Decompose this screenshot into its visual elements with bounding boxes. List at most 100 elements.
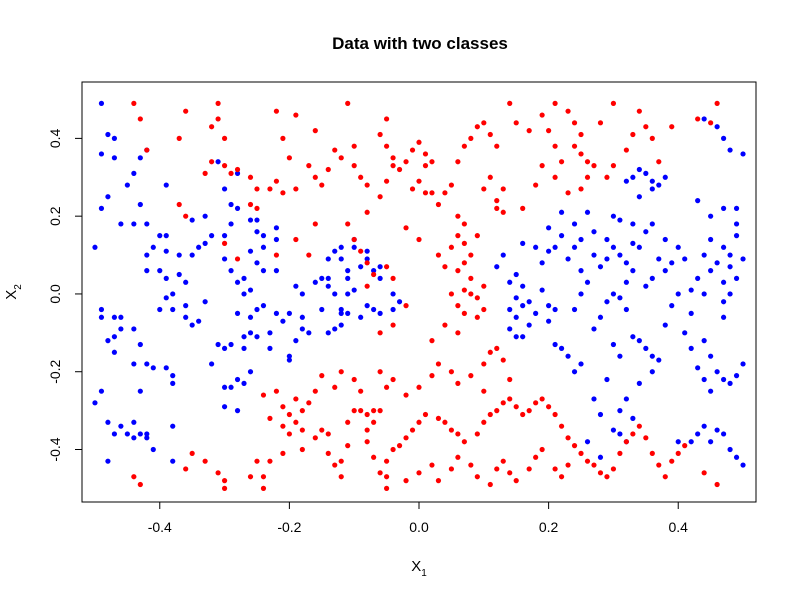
data-point [332, 384, 338, 390]
data-point [546, 303, 552, 309]
data-point [546, 225, 552, 231]
data-point [695, 431, 701, 437]
data-point [461, 287, 467, 293]
data-point [260, 392, 267, 398]
data-point [221, 163, 228, 169]
data-point [695, 116, 701, 122]
data-point [422, 151, 429, 157]
data-point [455, 431, 461, 437]
data-point [131, 326, 137, 332]
data-point [604, 256, 610, 262]
data-point [617, 295, 623, 301]
data-point [383, 458, 390, 464]
data-point [163, 182, 169, 188]
data-point [157, 233, 163, 239]
data-point [565, 462, 571, 468]
data-point [468, 252, 474, 258]
data-point [578, 450, 584, 456]
data-point [701, 252, 707, 258]
data-point [740, 361, 746, 367]
data-point [733, 233, 740, 239]
data-point [390, 376, 396, 383]
data-point [247, 287, 254, 293]
data-point [669, 124, 675, 130]
data-point [319, 306, 325, 313]
data-point [656, 256, 662, 262]
data-point [267, 345, 273, 351]
data-point [221, 485, 228, 491]
data-point [267, 330, 273, 336]
data-point [351, 244, 357, 250]
data-point [636, 108, 642, 114]
data-point [351, 287, 357, 293]
data-point [636, 338, 642, 344]
data-point [345, 291, 351, 297]
data-point [720, 299, 727, 305]
data-point [118, 221, 124, 227]
data-point [708, 439, 714, 445]
data-point [163, 248, 169, 254]
data-point [656, 357, 662, 363]
data-point [435, 201, 442, 208]
data-point [364, 182, 370, 188]
data-point [273, 236, 280, 243]
data-point [682, 443, 688, 449]
data-point [396, 299, 403, 305]
data-point [280, 190, 286, 196]
data-point [137, 155, 143, 161]
data-point [170, 423, 176, 429]
data-point [474, 233, 480, 239]
data-point [118, 423, 124, 429]
data-point [390, 322, 396, 328]
data-point [118, 314, 124, 320]
data-point [520, 240, 526, 246]
data-point [584, 439, 591, 445]
data-point [591, 252, 597, 258]
data-point [215, 341, 221, 348]
data-point [526, 408, 532, 414]
data-point [494, 198, 500, 204]
data-point [273, 388, 280, 394]
data-point [630, 240, 636, 246]
data-point [247, 248, 254, 254]
data-point [215, 470, 221, 476]
data-point [111, 431, 118, 437]
data-point [209, 124, 215, 130]
data-point [584, 174, 591, 180]
data-point [312, 128, 318, 134]
data-point [520, 411, 526, 418]
y-axis-label: X2 [3, 284, 24, 300]
data-point [695, 275, 701, 281]
data-point [176, 252, 182, 258]
data-point [345, 100, 351, 106]
data-point [209, 233, 215, 239]
data-point [144, 435, 150, 441]
data-point [157, 306, 163, 313]
data-point [591, 396, 597, 402]
data-point [656, 182, 662, 188]
data-point [273, 310, 280, 316]
data-point [221, 256, 228, 262]
data-point [714, 260, 720, 266]
data-point [461, 221, 467, 227]
data-point [442, 322, 448, 328]
data-point [662, 174, 668, 180]
x-axis-label-main: X [411, 558, 421, 575]
data-point [131, 100, 137, 106]
data-point [487, 349, 493, 355]
data-point [312, 221, 318, 227]
data-point [131, 170, 137, 176]
data-point [403, 303, 409, 309]
data-point [552, 306, 558, 313]
data-point [416, 178, 422, 184]
data-point [571, 244, 578, 250]
data-point [429, 462, 435, 468]
data-point [170, 380, 176, 386]
data-point [571, 443, 578, 449]
data-point [111, 314, 118, 320]
data-point [733, 205, 740, 211]
data-point [662, 268, 668, 274]
data-point [539, 396, 545, 402]
data-point [720, 431, 727, 437]
data-point [338, 256, 344, 262]
